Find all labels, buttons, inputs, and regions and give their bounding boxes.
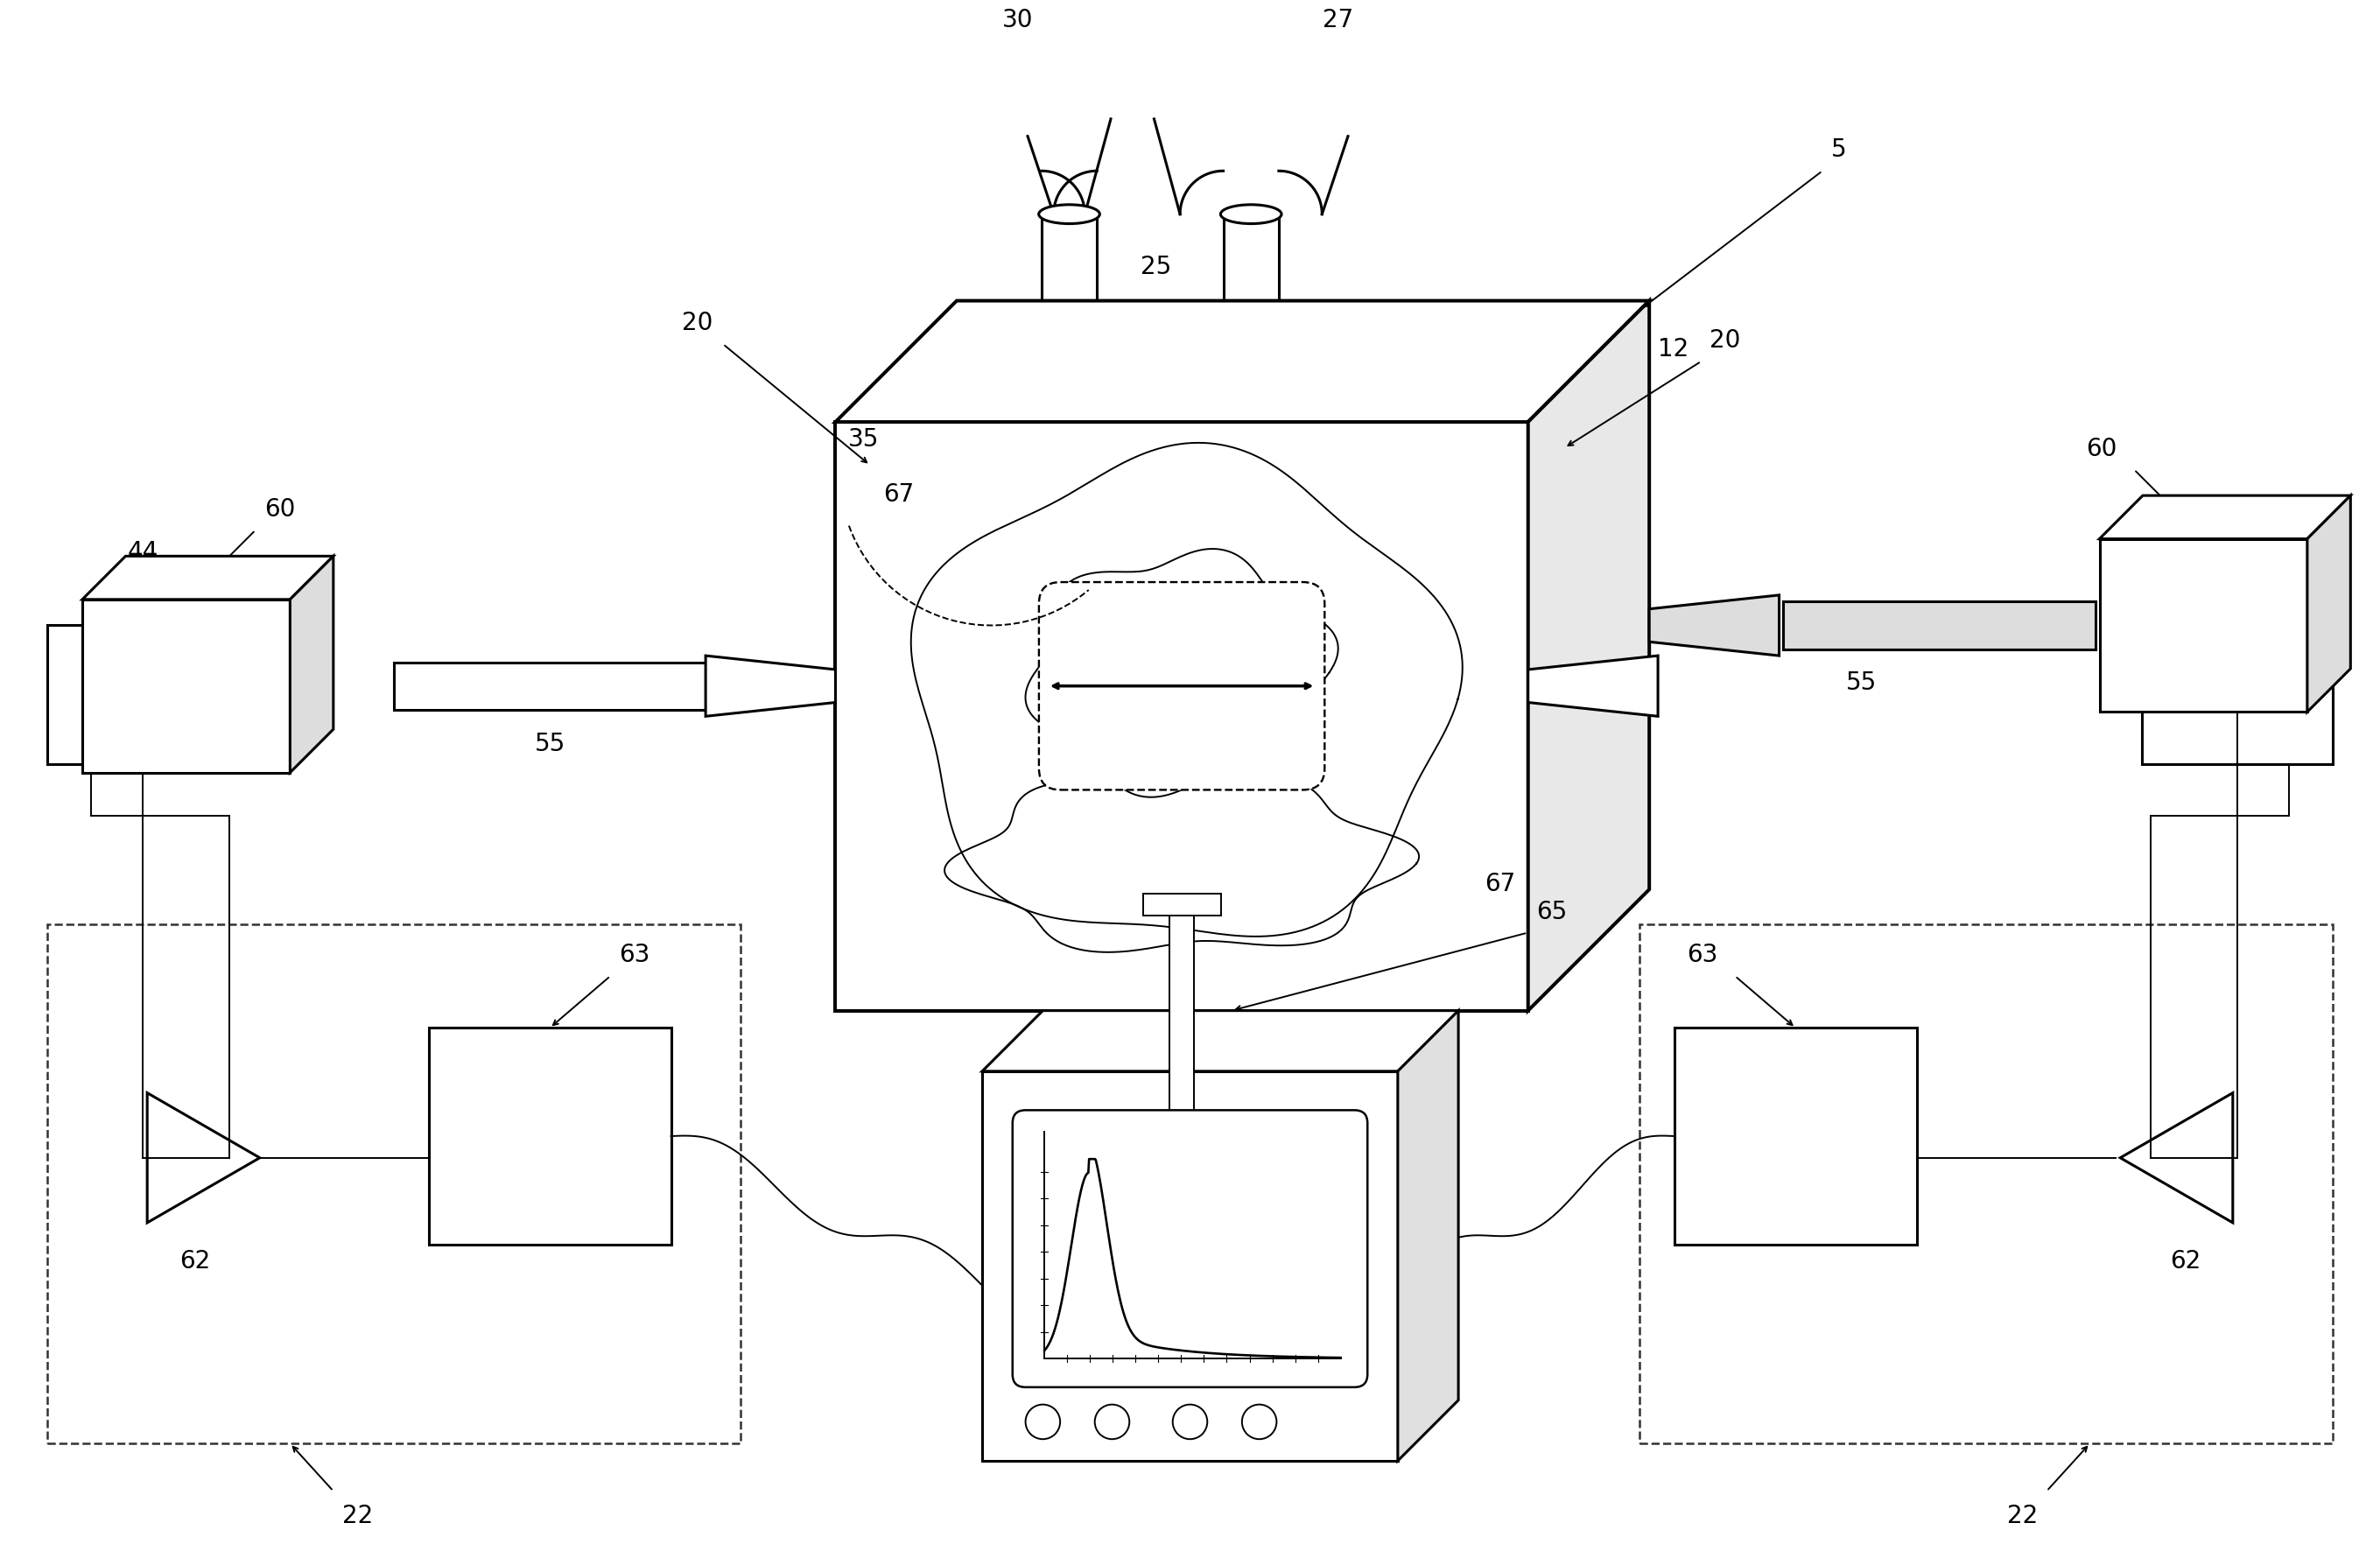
Bar (983, 1072, 1397, 1461)
Text: 22: 22 (2006, 1504, 2037, 1529)
Polygon shape (83, 557, 333, 599)
FancyBboxPatch shape (1040, 582, 1326, 789)
Bar (1142, 893, 1221, 915)
Text: 67: 67 (1485, 872, 1516, 896)
Text: 18: 18 (1221, 1166, 1252, 1191)
Polygon shape (1397, 1011, 1459, 1461)
Polygon shape (2099, 495, 2351, 538)
Text: 62: 62 (178, 1249, 209, 1273)
Text: H.V.: H.V. (2211, 684, 2263, 706)
Text: 30: 30 (1002, 8, 1033, 33)
Bar (48, 625, 238, 765)
Polygon shape (1528, 301, 1649, 1011)
Polygon shape (835, 301, 1649, 422)
Bar (1135, 1137, 1230, 1227)
Text: 32: 32 (1135, 1140, 1166, 1165)
Text: 60: 60 (264, 496, 295, 521)
Polygon shape (2306, 495, 2351, 712)
Polygon shape (1649, 596, 1780, 656)
Text: 55: 55 (1847, 672, 1878, 695)
Ellipse shape (1221, 205, 1280, 223)
Text: 35: 35 (847, 427, 878, 451)
Polygon shape (983, 1011, 1459, 1072)
Circle shape (1026, 1405, 1059, 1439)
Text: 33: 33 (1081, 1115, 1111, 1138)
Polygon shape (290, 557, 333, 772)
Circle shape (1095, 1405, 1130, 1439)
Polygon shape (1528, 656, 1659, 717)
Text: 20: 20 (1709, 329, 1740, 352)
Text: 55: 55 (536, 732, 564, 755)
Text: 67: 67 (883, 482, 914, 507)
Bar (1783, 602, 2094, 650)
Circle shape (1242, 1405, 1276, 1439)
Text: 44: 44 (129, 540, 159, 565)
Ellipse shape (1038, 205, 1100, 223)
Circle shape (1173, 1405, 1207, 1439)
Bar (395, 662, 704, 710)
Text: H.V.: H.V. (117, 684, 169, 706)
Polygon shape (704, 656, 835, 717)
Text: 27: 27 (1323, 8, 1354, 33)
Polygon shape (2121, 1093, 2232, 1222)
Bar (1640, 924, 2332, 1444)
Bar (48, 924, 740, 1444)
Text: 63: 63 (1687, 943, 1718, 968)
FancyBboxPatch shape (1012, 1111, 1368, 1387)
Bar (1676, 1028, 1916, 1244)
Text: 12: 12 (1659, 337, 1690, 361)
Bar (2099, 538, 2306, 712)
Polygon shape (148, 1093, 259, 1222)
Bar (835, 422, 1528, 1011)
Text: 20: 20 (681, 310, 712, 335)
Text: 65: 65 (1537, 900, 1566, 924)
Text: 44: 44 (2221, 540, 2251, 565)
Text: 62: 62 (2171, 1249, 2202, 1273)
Bar (1169, 898, 1195, 1227)
Text: 22: 22 (343, 1504, 374, 1529)
Text: 5: 5 (1830, 138, 1847, 163)
Bar (2142, 625, 2332, 765)
Text: 34: 34 (1269, 1115, 1299, 1138)
Bar (428, 1028, 671, 1244)
Text: 60: 60 (2085, 436, 2116, 461)
Bar (83, 599, 290, 772)
Text: 25: 25 (1140, 254, 1171, 279)
Ellipse shape (1135, 1123, 1230, 1149)
Text: 63: 63 (619, 943, 650, 968)
